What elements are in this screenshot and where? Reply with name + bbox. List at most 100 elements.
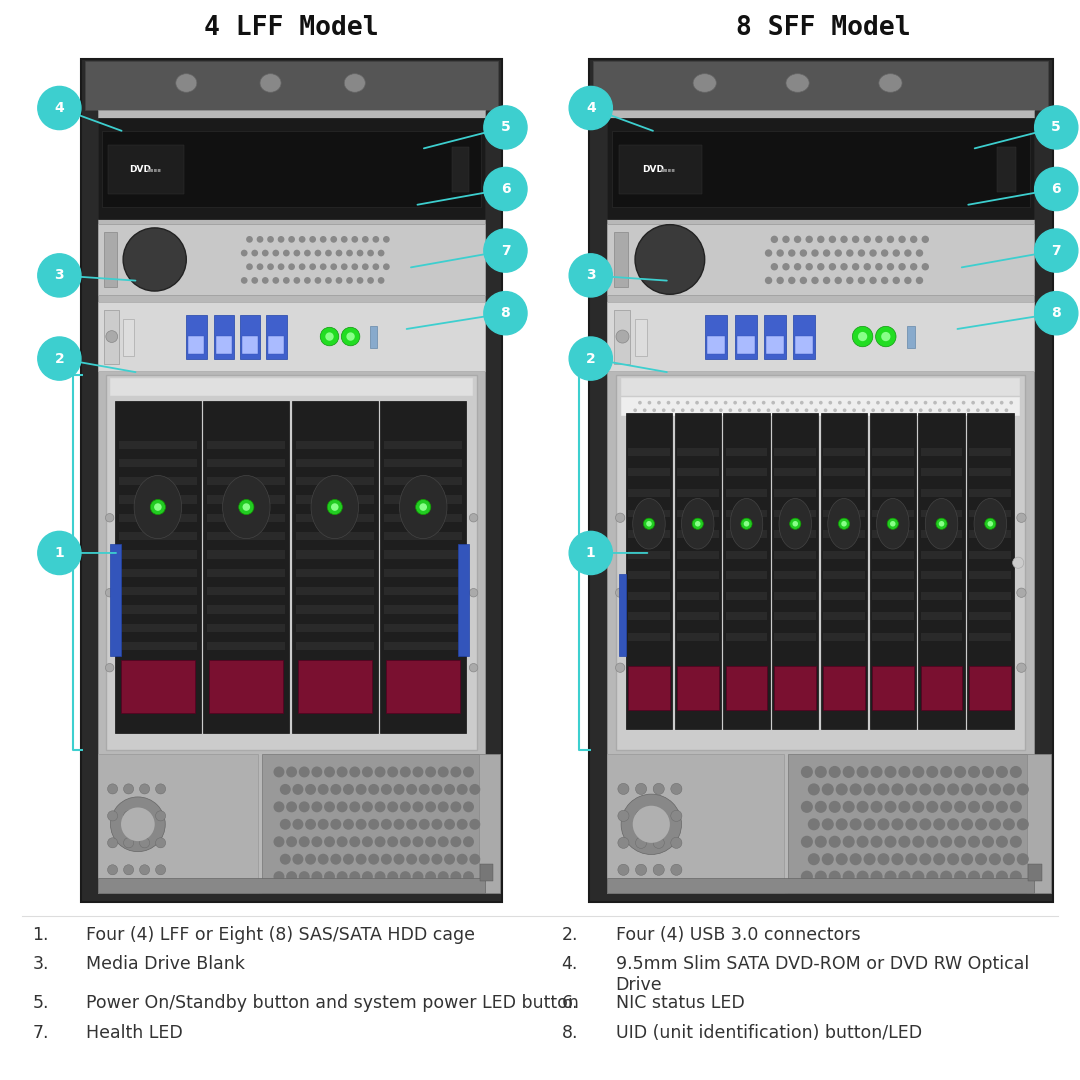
Circle shape — [921, 235, 929, 243]
Circle shape — [864, 853, 876, 865]
Circle shape — [311, 872, 322, 882]
Circle shape — [388, 801, 399, 812]
Bar — [774, 489, 816, 497]
Circle shape — [657, 401, 661, 405]
Bar — [108, 146, 185, 194]
Bar — [119, 496, 197, 503]
Bar — [920, 633, 962, 640]
Circle shape — [106, 663, 113, 672]
Bar — [920, 592, 962, 599]
Circle shape — [885, 870, 896, 882]
Circle shape — [653, 810, 664, 822]
Circle shape — [337, 836, 348, 847]
Bar — [872, 612, 914, 620]
Circle shape — [975, 853, 987, 865]
Bar — [872, 510, 914, 517]
Circle shape — [941, 800, 953, 813]
Bar — [384, 459, 462, 468]
Circle shape — [406, 784, 417, 795]
Bar — [102, 131, 482, 207]
Bar — [920, 530, 962, 538]
Bar — [296, 496, 374, 503]
Bar — [607, 224, 1035, 295]
Circle shape — [710, 408, 713, 413]
Bar — [110, 378, 473, 396]
Circle shape — [777, 276, 784, 284]
Circle shape — [828, 836, 840, 848]
Circle shape — [327, 499, 342, 515]
Circle shape — [299, 237, 306, 243]
Circle shape — [139, 865, 150, 875]
Circle shape — [968, 870, 980, 882]
Text: 9.5mm Slim SATA DVD-ROM or DVD RW Optical
Drive: 9.5mm Slim SATA DVD-ROM or DVD RW Optica… — [616, 955, 1029, 994]
Bar — [621, 378, 1021, 396]
Circle shape — [367, 249, 374, 256]
Circle shape — [927, 800, 939, 813]
Circle shape — [913, 800, 924, 813]
Bar — [207, 477, 285, 485]
Circle shape — [373, 237, 379, 243]
Bar — [970, 530, 1011, 538]
Text: 1: 1 — [585, 546, 596, 559]
Bar — [207, 496, 285, 503]
Circle shape — [892, 249, 900, 257]
Bar — [726, 551, 768, 558]
Circle shape — [653, 837, 664, 849]
Circle shape — [986, 408, 989, 413]
Circle shape — [286, 767, 297, 778]
Circle shape — [457, 784, 468, 795]
Text: 6.: 6. — [562, 994, 578, 1012]
Circle shape — [325, 333, 334, 341]
Bar — [726, 469, 768, 476]
Circle shape — [954, 800, 967, 813]
Circle shape — [933, 401, 937, 405]
Circle shape — [470, 819, 481, 829]
Circle shape — [463, 872, 474, 882]
Circle shape — [936, 518, 947, 529]
Text: Health LED: Health LED — [86, 1024, 184, 1042]
Circle shape — [858, 276, 865, 284]
Bar — [823, 510, 865, 517]
Circle shape — [975, 783, 987, 796]
Circle shape — [283, 278, 289, 284]
Circle shape — [388, 767, 399, 778]
Circle shape — [337, 767, 348, 778]
Circle shape — [450, 872, 461, 882]
Circle shape — [355, 819, 366, 829]
Circle shape — [569, 531, 612, 575]
Text: 3: 3 — [55, 269, 64, 282]
Circle shape — [431, 784, 443, 795]
Circle shape — [840, 235, 848, 243]
Ellipse shape — [400, 475, 447, 539]
Circle shape — [672, 408, 675, 413]
Circle shape — [444, 819, 455, 829]
Circle shape — [349, 767, 361, 778]
Circle shape — [375, 836, 386, 847]
Circle shape — [337, 872, 348, 882]
Circle shape — [262, 249, 269, 256]
Circle shape — [419, 819, 430, 829]
Circle shape — [154, 503, 162, 511]
Text: 2.: 2. — [562, 926, 578, 944]
Circle shape — [347, 333, 354, 341]
Circle shape — [781, 401, 784, 405]
Bar — [918, 414, 964, 729]
Circle shape — [850, 853, 862, 865]
Circle shape — [877, 819, 890, 831]
Circle shape — [947, 819, 959, 831]
Bar — [677, 612, 718, 620]
Bar — [458, 544, 469, 657]
Bar — [677, 592, 718, 599]
Circle shape — [314, 249, 321, 256]
Ellipse shape — [134, 475, 181, 539]
Circle shape — [805, 408, 808, 413]
Bar — [589, 59, 1053, 902]
Circle shape — [337, 801, 348, 812]
Circle shape — [785, 408, 789, 413]
Bar — [823, 612, 865, 620]
Bar — [216, 336, 232, 354]
Circle shape — [714, 401, 718, 405]
Bar — [242, 336, 258, 354]
Circle shape — [293, 819, 303, 829]
Circle shape — [413, 801, 423, 812]
